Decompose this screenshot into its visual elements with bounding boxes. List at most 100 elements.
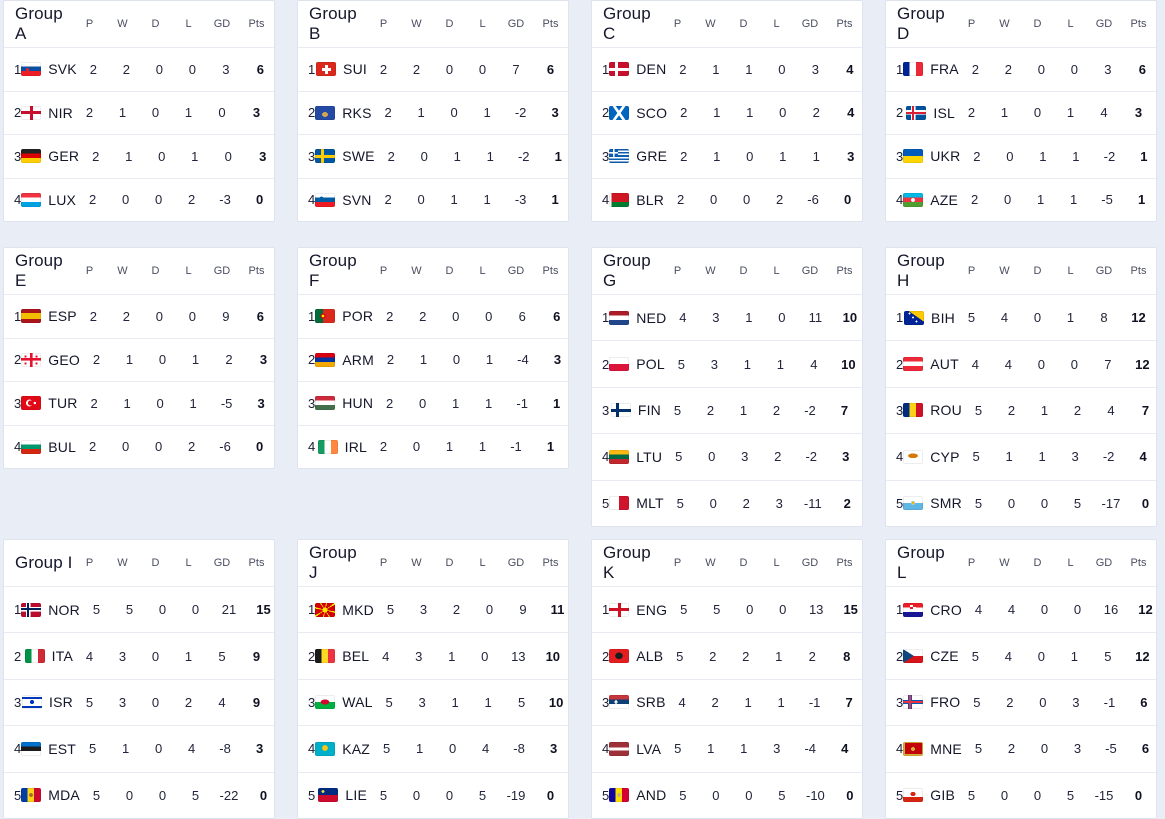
team-row[interactable]: 4 BUL 2 0 0 2 -6 0	[4, 424, 274, 469]
stat-l: 0	[1070, 356, 1078, 372]
ned-flag-icon	[609, 310, 630, 325]
team-code: AZE	[930, 191, 959, 208]
stat-l: 1	[189, 395, 197, 411]
team-code: SVK	[48, 61, 77, 78]
stat-d: 0	[158, 602, 167, 618]
team-row[interactable]: 1 NED 4 3 1 0 11 10	[592, 294, 862, 340]
team-row[interactable]: 2 CZE 5 4 0 1 5 12	[886, 632, 1156, 678]
team-code: GEO	[48, 351, 80, 368]
team-row[interactable]: 3 ISR 5 3 0 2 4 9	[4, 678, 274, 725]
column-header-l: L	[479, 556, 486, 569]
team-row[interactable]: 5 SMR 5 0 0 5 -17 0	[886, 479, 1156, 526]
team-row[interactable]: 4 SVN 2 0 1 1 -3 1	[298, 177, 568, 222]
team-row[interactable]: 4 LTU 5 0 3 2 -2 3	[592, 433, 862, 479]
stat-w: 0	[412, 439, 421, 455]
stat-d: 0	[151, 648, 160, 664]
team-code: BUL	[48, 438, 77, 455]
team-row[interactable]: 1 FRA 2 2 0 0 3 6	[886, 47, 1156, 91]
column-header-l: L	[479, 18, 486, 30]
column-header-d: D	[1033, 265, 1042, 277]
team-row[interactable]: 2 ISL 2 1 0 1 4 3	[886, 90, 1156, 135]
team-row[interactable]: 5 LIE 5 0 0 5 -19 0	[298, 771, 568, 818]
team-row[interactable]: 4 EST 5 1 0 4 -8 3	[4, 725, 274, 771]
stat-pts: 3	[259, 352, 268, 368]
stat-w: 0	[709, 192, 718, 208]
position-label: 3	[308, 395, 316, 411]
team-row[interactable]: 1 CRO 4 4 0 0 16 12	[886, 585, 1156, 632]
team-row[interactable]: 4 CYP 5 1 1 3 -2 4	[886, 433, 1156, 479]
team-row[interactable]: 2 ALB 5 2 2 1 2 8	[592, 632, 862, 678]
stat-pts: 3	[1134, 105, 1143, 121]
stat-l: 2	[772, 402, 781, 418]
column-header-p: P	[379, 556, 388, 569]
team-row[interactable]: 2 ITA 4 3 0 1 5 9	[4, 632, 274, 678]
team-row[interactable]: 5 MLT 5 0 2 3 -11 2	[592, 479, 862, 526]
team-row[interactable]: 1 BIH 5 4 0 1 8 12	[886, 294, 1156, 340]
stat-pts: 11	[550, 602, 565, 618]
team-row[interactable]: 3 FRO 5 2 0 3 -1 6	[886, 678, 1156, 725]
team-row[interactable]: 2 BEL 4 3 1 0 13 10	[298, 632, 568, 678]
team-row[interactable]: 1 MKD 5 3 2 0 9 11	[298, 585, 568, 632]
team-row[interactable]: 1 ESP 2 2 0 0 9 6	[4, 294, 274, 338]
team-row[interactable]: 3 ROU 5 2 1 2 4 7	[886, 386, 1156, 433]
team-row[interactable]: 2 RKS 2 1 0 1 -2 3	[298, 90, 568, 135]
stat-l: 3	[1072, 694, 1080, 710]
team-row[interactable]: 4 IRL 2 0 1 1 -1 1	[298, 424, 568, 469]
stat-d: 0	[1037, 356, 1045, 372]
team-row[interactable]: 3 TUR 2 1 0 1 -5 3	[4, 381, 274, 425]
column-header-pts: Pts	[542, 265, 559, 277]
team-row[interactable]: 3 FIN 5 2 1 2 -2 7	[592, 386, 862, 433]
stat-gd: -2	[517, 148, 530, 164]
stat-p: 5	[674, 741, 682, 757]
team-row[interactable]: 1 NOR 5 5 0 0 21 15	[4, 585, 274, 632]
team-row[interactable]: 3 UKR 2 0 1 1 -2 1	[886, 134, 1156, 178]
team-row[interactable]: 3 GRE 2 1 0 1 1 3	[592, 134, 862, 178]
team-row[interactable]: 3 SWE 2 0 1 1 -2 1	[298, 134, 568, 178]
team-row[interactable]: 4 AZE 2 0 1 1 -5 1	[886, 177, 1156, 222]
team-code: POL	[636, 356, 665, 373]
stat-pts: 8	[843, 648, 851, 664]
team-row[interactable]: 1 SUI 2 2 0 0 7 6	[298, 47, 568, 91]
team-row[interactable]: 2 AUT 4 4 0 0 7 12	[886, 340, 1156, 386]
team-row[interactable]: 3 SRB 4 2 1 1 -1 7	[592, 678, 862, 725]
position-label: 2	[896, 105, 904, 121]
team-row[interactable]: 5 GIB 5 0 0 5 -15 0	[886, 771, 1156, 818]
stat-p: 4	[974, 602, 983, 618]
team-row[interactable]: 1 ENG 5 5 0 0 13 15	[592, 585, 862, 632]
team-row[interactable]: 4 MNE 5 2 0 3 -5 6	[886, 725, 1156, 771]
team-row[interactable]: 4 LUX 2 0 0 2 -3 0	[4, 177, 274, 222]
team-row[interactable]: 3 WAL 5 3 1 1 5 10	[298, 678, 568, 725]
team-row[interactable]: 2 SCO 2 1 1 0 2 4	[592, 90, 862, 135]
team-row[interactable]: 1 POR 2 2 0 0 6 6	[298, 294, 568, 338]
column-header-p: P	[967, 556, 976, 569]
team-row[interactable]: 3 GER 2 1 0 1 0 3	[4, 134, 274, 178]
team-row[interactable]: 4 KAZ 5 1 0 4 -8 3	[298, 725, 568, 771]
svn-flag-icon	[315, 192, 336, 207]
stat-w: 2	[711, 694, 719, 710]
column-header-gd: GD	[801, 18, 819, 30]
stat-pts: 0	[1134, 787, 1143, 803]
stat-d: 0	[1037, 61, 1045, 77]
team-row[interactable]: 2 GEO 2 1 0 1 2 3	[4, 337, 274, 382]
team-row[interactable]: 5 MDA 5 0 0 5 -22 0	[4, 771, 274, 818]
team-row[interactable]: 4 LVA 5 1 1 3 -4 4	[592, 725, 862, 771]
stat-gd: -8	[513, 741, 525, 757]
column-header-pts: Pts	[1130, 265, 1147, 277]
stat-w: 5	[125, 602, 134, 618]
team-row[interactable]: 4 BLR 2 0 0 2 -6 0	[592, 177, 862, 222]
team-row[interactable]: 2 NIR 2 1 0 1 0 3	[4, 90, 274, 135]
column-header-p: P	[673, 18, 682, 30]
column-header-l: L	[479, 265, 486, 277]
team-row[interactable]: 2 ARM 2 1 0 1 -4 3	[298, 337, 568, 382]
team-row[interactable]: 1 SVK 2 2 0 0 3 6	[4, 47, 274, 91]
mda-flag-icon	[21, 788, 42, 803]
stat-l: 2	[184, 694, 193, 710]
team-row[interactable]: 1 DEN 2 1 1 0 3 4	[592, 47, 862, 91]
team-row[interactable]: 2 POL 5 3 1 1 4 10	[592, 340, 862, 386]
stat-pts: 9	[252, 648, 261, 664]
group-header: Group C P W D L GD Pts	[592, 1, 862, 47]
team-row[interactable]: 3 HUN 2 0 1 1 -1 1	[298, 381, 568, 425]
stat-p: 2	[679, 61, 687, 77]
team-row[interactable]: 5 AND 5 0 0 5 -10 0	[592, 771, 862, 818]
stat-w: 1	[419, 352, 428, 368]
